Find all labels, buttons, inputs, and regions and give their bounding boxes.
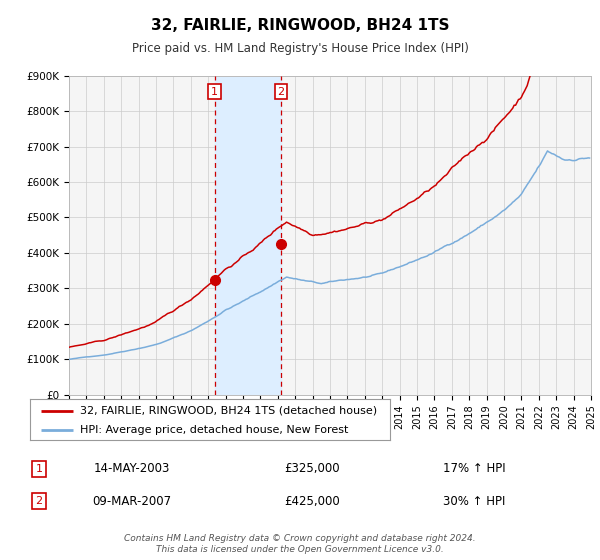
Text: 1: 1 [35, 464, 43, 474]
Text: 14-MAY-2003: 14-MAY-2003 [94, 462, 170, 475]
Text: Price paid vs. HM Land Registry's House Price Index (HPI): Price paid vs. HM Land Registry's House … [131, 42, 469, 55]
Text: 2: 2 [35, 496, 43, 506]
Text: This data is licensed under the Open Government Licence v3.0.: This data is licensed under the Open Gov… [156, 545, 444, 554]
Text: £425,000: £425,000 [284, 494, 340, 508]
Text: Contains HM Land Registry data © Crown copyright and database right 2024.: Contains HM Land Registry data © Crown c… [124, 534, 476, 543]
Text: 09-MAR-2007: 09-MAR-2007 [92, 494, 172, 508]
Text: 32, FAIRLIE, RINGWOOD, BH24 1TS: 32, FAIRLIE, RINGWOOD, BH24 1TS [151, 18, 449, 32]
Text: 2: 2 [278, 87, 284, 96]
Bar [215, 76, 281, 395]
Text: 17% ↑ HPI: 17% ↑ HPI [443, 462, 505, 475]
Text: 1: 1 [211, 87, 218, 96]
Text: £325,000: £325,000 [284, 462, 340, 475]
Text: 30% ↑ HPI: 30% ↑ HPI [443, 494, 505, 508]
Text: 32, FAIRLIE, RINGWOOD, BH24 1TS (detached house): 32, FAIRLIE, RINGWOOD, BH24 1TS (detache… [80, 405, 377, 416]
Text: HPI: Average price, detached house, New Forest: HPI: Average price, detached house, New … [80, 424, 349, 435]
